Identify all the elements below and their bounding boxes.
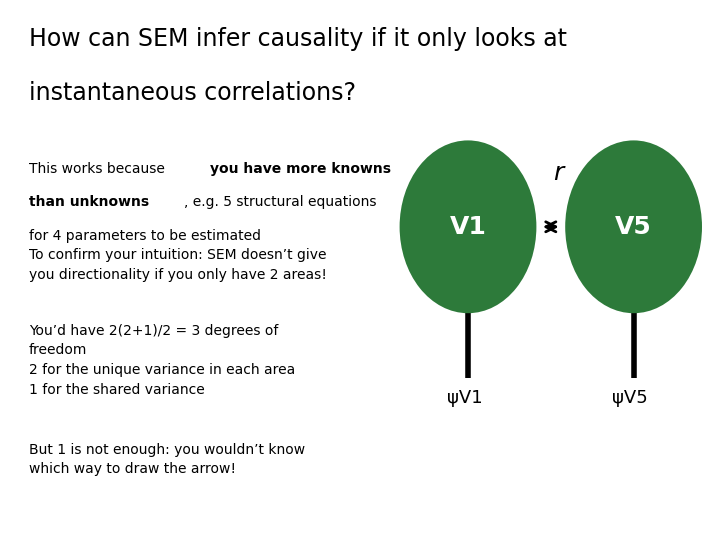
Text: To confirm your intuition: SEM doesn’t give
you directionality if you only have : To confirm your intuition: SEM doesn’t g… xyxy=(29,248,327,282)
Text: You’d have 2(2+1)/2 = 3 degrees of
freedom
2 for the unique variance in each are: You’d have 2(2+1)/2 = 3 degrees of freed… xyxy=(29,324,295,396)
Text: than unknowns: than unknowns xyxy=(29,195,149,210)
Text: But 1 is not enough: you wouldn’t know
which way to draw the arrow!: But 1 is not enough: you wouldn’t know w… xyxy=(29,443,305,476)
Text: V1: V1 xyxy=(449,215,487,239)
Text: How can SEM infer causality if it only looks at: How can SEM infer causality if it only l… xyxy=(29,27,567,51)
Text: V5: V5 xyxy=(615,215,652,239)
Text: for 4 parameters to be estimated: for 4 parameters to be estimated xyxy=(29,229,261,243)
Text: ψV5: ψV5 xyxy=(612,389,648,407)
Text: This works because: This works because xyxy=(29,162,169,176)
Ellipse shape xyxy=(400,140,536,313)
Text: you have more knowns: you have more knowns xyxy=(210,162,391,176)
Text: instantaneous correlations?: instantaneous correlations? xyxy=(29,81,356,105)
Ellipse shape xyxy=(565,140,702,313)
Text: r: r xyxy=(553,161,563,185)
Text: ψV1: ψV1 xyxy=(446,389,482,407)
Text: , e.g. 5 structural equations: , e.g. 5 structural equations xyxy=(184,195,377,210)
